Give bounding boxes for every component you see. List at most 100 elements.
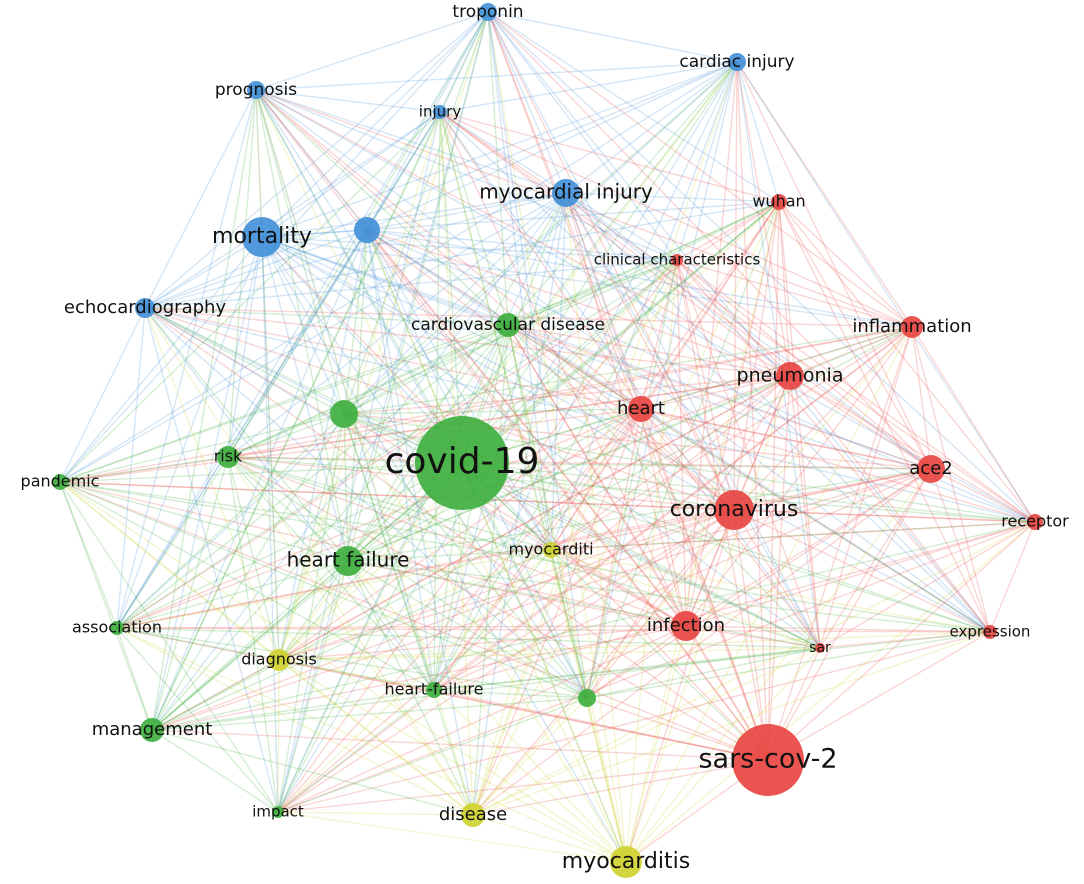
link (472, 549, 552, 816)
link (277, 192, 567, 813)
link (116, 229, 368, 629)
link (347, 560, 435, 691)
link (433, 111, 441, 691)
link (59, 481, 735, 511)
link (278, 408, 642, 661)
link (640, 408, 991, 633)
link (366, 11, 489, 231)
link (151, 111, 441, 731)
link (767, 631, 991, 761)
link (59, 456, 229, 483)
link (151, 509, 735, 731)
link (565, 61, 738, 194)
link (261, 236, 349, 562)
node (333, 546, 363, 576)
link (277, 408, 642, 813)
link (227, 456, 588, 699)
link (144, 192, 567, 309)
link (461, 462, 627, 863)
link (261, 111, 441, 238)
link (116, 111, 441, 629)
link (789, 326, 913, 377)
link (439, 111, 642, 410)
link (255, 89, 263, 238)
link (151, 413, 345, 731)
link (487, 11, 588, 699)
link (685, 521, 1036, 627)
link (59, 481, 279, 813)
link (144, 307, 280, 661)
node (552, 179, 580, 207)
link (227, 229, 368, 458)
link (461, 462, 769, 761)
link (347, 560, 627, 863)
link (255, 89, 345, 415)
link (439, 111, 588, 699)
link (116, 627, 474, 816)
link (366, 229, 678, 261)
link (116, 625, 687, 629)
link (116, 627, 627, 863)
link (255, 89, 463, 464)
link (736, 61, 769, 761)
link (227, 456, 769, 761)
link (255, 61, 738, 91)
link (625, 521, 1036, 863)
link (640, 326, 913, 410)
nodes (52, 3, 1043, 878)
link (433, 61, 738, 691)
node-label: coronavirus (670, 497, 799, 522)
link (59, 481, 474, 816)
node-label: clinical characteristics (594, 251, 761, 269)
link (439, 61, 738, 113)
link (586, 647, 821, 699)
link (565, 192, 821, 649)
link (366, 229, 552, 551)
link (278, 468, 932, 661)
link (930, 468, 991, 633)
link (261, 236, 769, 761)
link (151, 729, 474, 816)
link (778, 201, 932, 470)
link (59, 481, 627, 863)
link (565, 192, 769, 761)
link (550, 549, 821, 649)
link (685, 201, 780, 627)
link (736, 61, 791, 377)
link (347, 11, 489, 562)
link (366, 229, 913, 328)
link (144, 307, 791, 377)
link (116, 11, 489, 629)
link (255, 89, 509, 326)
link (565, 192, 642, 410)
link (144, 307, 769, 761)
link (227, 456, 1036, 523)
node-label: heart-failure (385, 680, 484, 699)
link (676, 201, 780, 261)
link (59, 481, 118, 629)
link (277, 11, 489, 813)
node (272, 806, 284, 818)
link (278, 229, 368, 661)
link (439, 111, 463, 464)
link (433, 549, 552, 691)
link (347, 521, 1036, 562)
link (144, 111, 441, 309)
link (116, 408, 642, 629)
link (366, 229, 627, 863)
node (771, 194, 787, 210)
link (676, 259, 991, 633)
node-label: impact (252, 803, 304, 821)
link (261, 236, 279, 813)
link (819, 326, 913, 649)
link (347, 375, 791, 562)
link (278, 375, 791, 661)
link (625, 647, 821, 863)
link (565, 192, 678, 261)
link (487, 11, 932, 470)
link (685, 509, 735, 627)
link (461, 462, 1036, 523)
link (439, 11, 489, 113)
link (487, 11, 991, 633)
